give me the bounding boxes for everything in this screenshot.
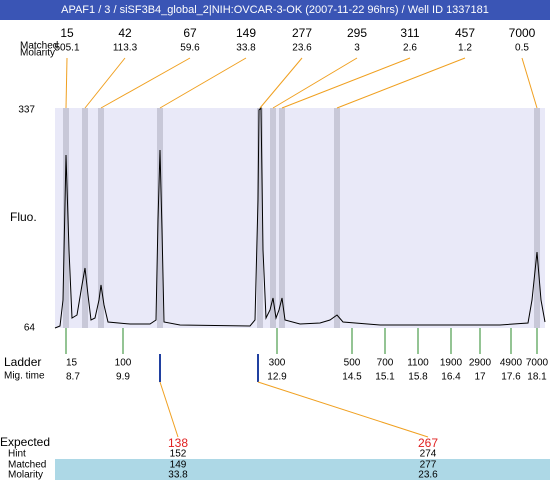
peak-size: 295 [347, 26, 367, 40]
peak-band [334, 108, 340, 328]
peak-connector [336, 57, 466, 109]
peak-connector [281, 57, 411, 109]
peak-molarity: 505.1 [54, 43, 79, 54]
ladder-time: 17 [474, 372, 486, 383]
peak-size: 149 [236, 26, 256, 40]
peak-connector [272, 57, 358, 109]
peak-molarity: 0.5 [515, 43, 529, 54]
matched-value: 277 [420, 460, 437, 471]
molarity-label: Molarity [8, 470, 43, 480]
ladder-size: 100 [115, 358, 132, 369]
match-connector [159, 381, 179, 438]
molarity-value: 23.6 [418, 470, 438, 480]
expected-label: Expected [0, 435, 50, 449]
molarity-value: 33.8 [168, 470, 188, 480]
ladder-time: 15.8 [408, 372, 428, 383]
ladder-size: 700 [377, 358, 394, 369]
y-axis-label: Fluo. [10, 210, 37, 224]
peak-molarity: 1.2 [458, 43, 472, 54]
peak-band [82, 108, 88, 328]
peak-band [270, 108, 276, 328]
peak-bands [63, 108, 540, 328]
ladder-size: 500 [344, 358, 361, 369]
peak-connector [521, 57, 538, 109]
matched-highlight [55, 459, 550, 480]
peak-size: 67 [183, 26, 197, 40]
size-row-label: Matched [20, 41, 58, 52]
y-top-label: 337 [18, 105, 35, 116]
ladder-size: 7000 [526, 358, 549, 369]
matched-label: Matched [8, 460, 46, 471]
plot-area [55, 108, 545, 328]
trace [54, 106, 546, 329]
peak-connector [84, 57, 126, 109]
peak-molarity: 59.6 [180, 43, 200, 54]
ladder-size: 300 [269, 358, 286, 369]
peak-connector [159, 57, 247, 109]
mig-time-label: Mig. time [4, 371, 45, 382]
ladder-time: 18.1 [527, 372, 547, 383]
ladder-time: 16.4 [441, 372, 461, 383]
peak-molarity: 2.6 [403, 43, 417, 54]
ladder-size: 2900 [469, 358, 492, 369]
peak-size: 311 [400, 26, 419, 40]
peak-size: 7000 [509, 26, 536, 40]
peak-band [98, 108, 104, 328]
y-bottom-label: 64 [24, 323, 36, 334]
ladder-time: 12.9 [267, 372, 287, 383]
ladder-time: 14.5 [342, 372, 362, 383]
peak-molarity: 23.6 [292, 43, 312, 54]
peak-molarity: 113.3 [113, 43, 138, 54]
ladder-label: Ladder [4, 355, 41, 369]
peak-band [534, 108, 540, 328]
expected-value: 138 [168, 436, 188, 450]
ladder-size: 4900 [500, 358, 523, 369]
peak-molarity: 33.8 [236, 43, 256, 54]
molarity-row-label: Molarity [20, 48, 55, 59]
peak-size: 457 [455, 26, 475, 40]
peak-connector [259, 57, 303, 109]
ladder-time: 17.6 [501, 372, 521, 383]
matched-value: 149 [170, 460, 187, 471]
ladder-size: 1100 [407, 358, 429, 369]
ladder-time: 9.9 [116, 372, 130, 383]
ladder-time: 8.7 [66, 372, 80, 383]
peak-size: 277 [292, 26, 312, 40]
peak-connector [65, 57, 68, 109]
hint-value: 274 [420, 449, 437, 460]
match-connector [257, 381, 429, 438]
peak-size: 42 [118, 26, 132, 40]
ladder-time: 15.1 [375, 372, 395, 383]
peak-molarity: 3 [354, 43, 360, 54]
peak-connector [100, 57, 191, 109]
peak-band [63, 108, 69, 328]
peak-band [157, 108, 163, 328]
peak-band [257, 108, 263, 328]
title-bar [0, 0, 550, 20]
hint-label: Hint [8, 449, 26, 460]
ladder-size: 1900 [440, 358, 463, 369]
expected-value: 267 [418, 436, 438, 450]
title: APAF1 / 3 / siSF3B4_global_2|NIH:OVCAR-3… [61, 4, 489, 16]
peak-size: 15 [60, 26, 74, 40]
ladder-size: 15 [66, 358, 78, 369]
hint-value: 152 [170, 449, 187, 460]
peak-band [279, 108, 285, 328]
